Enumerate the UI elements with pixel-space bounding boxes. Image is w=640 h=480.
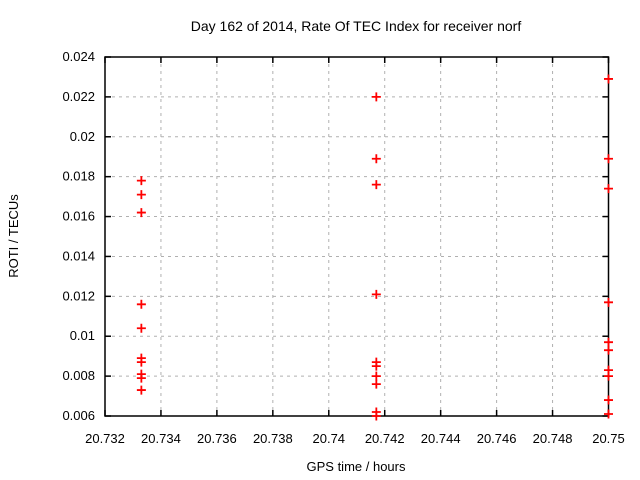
data-point (604, 184, 613, 194)
y-tick-label: 0.014 (62, 248, 95, 263)
y-tick-label: 0.024 (62, 49, 95, 64)
y-tick-label: 0.018 (62, 169, 95, 184)
tick-label-layer: 20.732 20.734 20.736 20.738 20.74 20.742 20.74… (62, 49, 624, 446)
data-point (371, 180, 381, 190)
plot-border (104, 56, 610, 417)
y-tick-label: 0.008 (62, 368, 95, 383)
data-point (604, 395, 613, 405)
data-point (371, 361, 381, 371)
data-point (136, 299, 146, 309)
data-point (604, 74, 613, 84)
data-point (136, 190, 146, 200)
y-tick-label: 0.006 (62, 408, 95, 423)
data-point (604, 154, 613, 164)
x-tick-label: 20.736 (197, 431, 237, 446)
y-tick-label: 0.012 (62, 288, 95, 303)
data-point (604, 337, 613, 347)
x-tick-label: 20.75 (592, 431, 625, 446)
data-point (136, 323, 146, 333)
points-layer (136, 74, 613, 421)
data-point (371, 411, 381, 421)
x-tick-label: 20.732 (85, 431, 125, 446)
y-tick-label: 0.01 (70, 328, 95, 343)
y-tick-label: 0.02 (70, 129, 95, 144)
data-point (371, 154, 381, 164)
data-point (136, 176, 146, 186)
x-tick-label: 20.738 (253, 431, 293, 446)
x-tick-label: 20.746 (477, 431, 517, 446)
x-axis-label: GPS time / hours (307, 459, 406, 474)
data-point (371, 371, 381, 381)
x-tick-label: 20.74 (313, 431, 346, 446)
grid-layer (105, 57, 609, 416)
y-tick-label: 0.016 (62, 209, 95, 224)
data-point (136, 208, 146, 218)
x-tick-label: 20.748 (533, 431, 573, 446)
x-tick-label: 20.742 (365, 431, 405, 446)
chart-title: Day 162 of 2014, Rate Of TEC Index for r… (191, 18, 522, 34)
data-point (604, 371, 613, 381)
x-tick-label: 20.734 (141, 431, 181, 446)
data-point (604, 345, 613, 355)
tick-layer (104, 56, 610, 417)
data-point (136, 373, 146, 383)
data-point (604, 409, 613, 419)
x-tick-label: 20.744 (421, 431, 461, 446)
data-point (604, 297, 613, 307)
data-point (371, 92, 381, 102)
data-point (136, 385, 146, 395)
y-tick-label: 0.022 (62, 89, 95, 104)
data-point (371, 379, 381, 389)
data-point (371, 289, 381, 299)
data-point (136, 357, 146, 367)
y-axis-label: ROTI / TECUs (6, 194, 21, 278)
